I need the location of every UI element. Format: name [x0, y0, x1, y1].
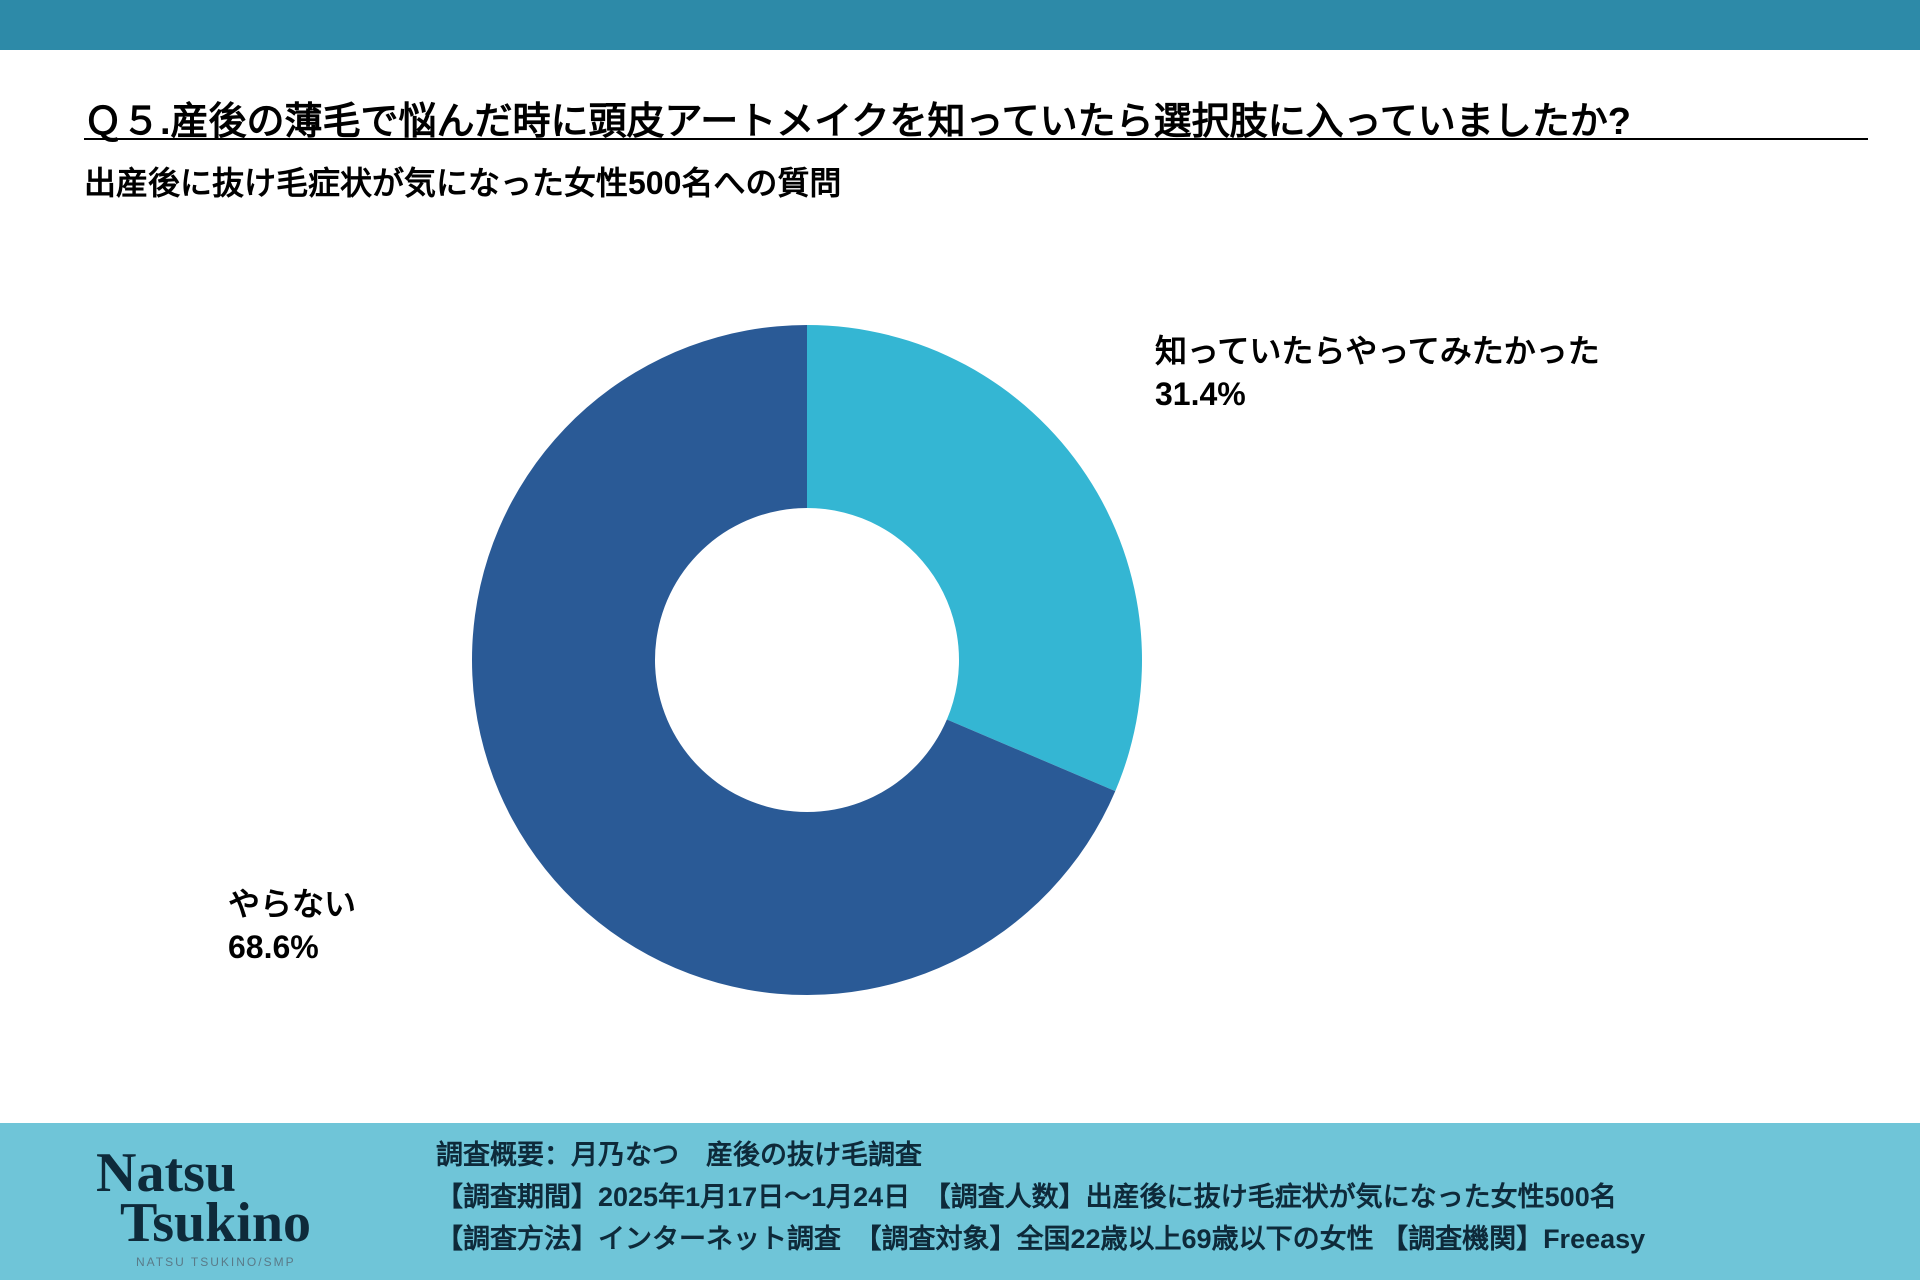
donut-slice [807, 325, 1142, 791]
meta-line-3: 【調査方法】インターネット調査 【調査対象】全国22歳以上69歳以下の女性 【調… [436, 1219, 1645, 1261]
title-underline [84, 138, 1868, 140]
brand-logo: Natsu Tsukino [96, 1148, 311, 1249]
logo-subtext: NATSU TSUKINO/SMP [136, 1255, 296, 1269]
slice-label-no: やらない68.6% [228, 883, 356, 969]
meta-line-2: 【調査期間】2025年1月17日〜1月24日 【調査人数】出産後に抜け毛症状が気… [436, 1177, 1645, 1219]
logo-line1: Natsu [96, 1148, 311, 1198]
top-bar [0, 0, 1920, 50]
survey-meta: 調査概要：月乃なつ 産後の抜け毛調査 【調査期間】2025年1月17日〜1月24… [436, 1135, 1645, 1261]
question-subtitle: 出産後に抜け毛症状が気になった女性500名への質問 [84, 158, 841, 204]
donut-svg [470, 323, 1144, 997]
question-title: Ｑ５.産後の薄毛で悩んだ時に頭皮アートメイクを知っていたら選択肢に入っていました… [84, 90, 1631, 145]
slice-label-yes: 知っていたらやってみたかった31.4% [1155, 330, 1600, 416]
meta-line-1: 調査概要：月乃なつ 産後の抜け毛調査 [436, 1135, 1645, 1177]
survey-slide: Ｑ５.産後の薄毛で悩んだ時に頭皮アートメイクを知っていたら選択肢に入っていました… [0, 0, 1920, 1280]
logo-line2: Tsukino [120, 1198, 311, 1248]
donut-chart [470, 323, 1144, 1002]
